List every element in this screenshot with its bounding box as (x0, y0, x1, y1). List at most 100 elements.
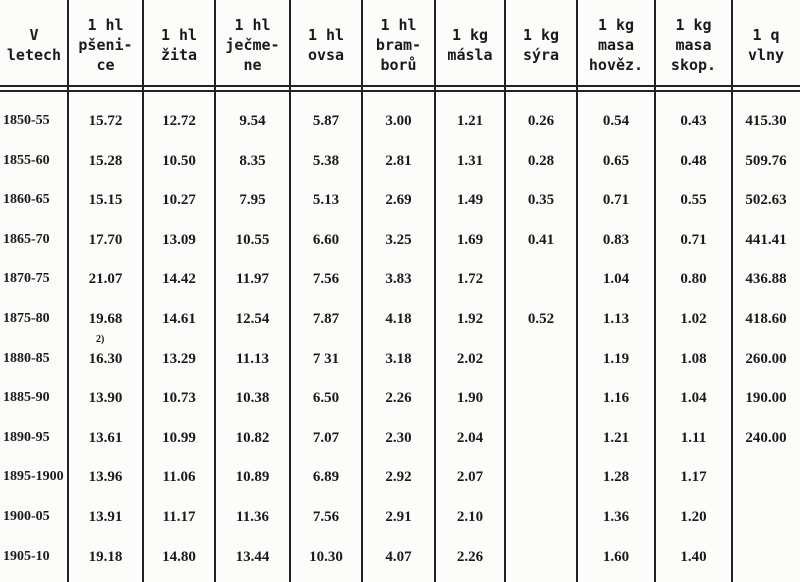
header-line: ne (243, 56, 262, 74)
table-cell: 10.82 (235, 429, 270, 446)
table-cell: 1.02 (680, 311, 707, 327)
table-cell: 10.27 (162, 192, 196, 209)
table-cell: 6.60 (312, 231, 340, 248)
table-cell: 7.07 (312, 429, 340, 446)
row-label: 1850-55 (3, 113, 50, 128)
table-cell: 3.83 (385, 271, 412, 288)
table-cell: 10.73 (162, 390, 196, 407)
column-rule (576, 0, 578, 582)
column-header: 1 hl pšeni-ce (68, 6, 143, 84)
header-line: 1 hl (380, 16, 417, 34)
header-rule (0, 90, 800, 92)
header-line: 1 kg (451, 26, 489, 44)
row-label: 1870-75 (3, 271, 50, 287)
header-line: 1 kg (522, 26, 560, 44)
row-label: 1890-95 (3, 429, 50, 445)
table-cell: 15.15 (88, 192, 123, 209)
table-cell: 10.55 (235, 231, 270, 248)
table-cell: 13.61 (88, 429, 123, 446)
table-cell: 4.18 (385, 311, 412, 327)
header-line: masa (597, 36, 635, 54)
table-cell: 13.44 (235, 548, 270, 565)
header-line: letech (6, 46, 62, 64)
column-rule (434, 0, 436, 582)
row-label: 1885-90 (3, 390, 50, 406)
header-line: vlny (747, 46, 785, 64)
table-cell: 2.26 (385, 390, 412, 407)
table-cell: 0.80 (680, 271, 707, 288)
column-rule (504, 0, 506, 582)
table-cell: 13.90 (88, 390, 123, 407)
table-cell: 1.21 (456, 113, 484, 129)
header-line: žita (160, 46, 198, 64)
table-cell: 6.89 (312, 469, 340, 486)
table-cell: 7 31 (312, 350, 340, 367)
table-cell: 5.87 (312, 113, 340, 129)
header-line: 1 hl (87, 16, 124, 34)
table-cell: 12.72 (162, 113, 196, 129)
table-cell: 7.87 (312, 311, 340, 327)
header-line: 1 hl (234, 16, 271, 34)
header-line: 1 hl (307, 26, 345, 44)
table-cell: 0.83 (602, 231, 630, 248)
table-cell: 2.26 (456, 548, 484, 565)
table-cell: 1.49 (456, 192, 484, 209)
row-label: 1905-10 (3, 548, 50, 564)
table-cell: 1.28 (602, 469, 630, 486)
table-cell: 0.71 (680, 231, 707, 248)
table-cell: 9.54 (239, 113, 266, 129)
header-line: borů (380, 56, 417, 74)
table-cell: 14.61 (162, 311, 196, 327)
column-rule (142, 0, 144, 582)
column-rule (361, 0, 363, 582)
table-cell: 0.28 (527, 152, 555, 169)
table-cell: 260.00 (745, 350, 787, 367)
table-cell: 0.65 (602, 152, 630, 169)
table-cell: 13.29 (162, 350, 196, 367)
footnote-mark: 2) (96, 333, 105, 345)
column-header: 1 kg sýra (505, 6, 577, 84)
table-cell: 1.90 (456, 390, 484, 407)
table-cell: 3.18 (385, 350, 412, 367)
table-cell: 2.02 (456, 350, 484, 367)
table-cell: 2.91 (385, 509, 412, 525)
table-cell: 2.07 (456, 469, 484, 486)
header-line: 1 q (752, 26, 780, 44)
table-cell: 2.69 (385, 192, 412, 209)
table-cell: 1.21 (602, 429, 630, 446)
table-cell: 509.76 (745, 152, 787, 169)
table-cell: 1.69 (456, 231, 484, 248)
table-cell: 15.72 (88, 113, 123, 129)
table-cell: 190.00 (745, 390, 787, 407)
table-cell: 0.52 (527, 311, 555, 327)
column-rule (654, 0, 656, 582)
row-label: 1860-65 (3, 192, 50, 208)
table-cell: 10.30 (309, 548, 343, 565)
table-cell: 13.91 (88, 509, 123, 525)
header-line: 1 kg (675, 16, 712, 34)
table-cell: 2.92 (385, 469, 412, 486)
table-cell: 14.80 (162, 548, 196, 565)
header-line: pšeni- (78, 36, 133, 54)
table-cell: 10.89 (235, 469, 270, 486)
table-cell: 7.56 (312, 271, 340, 288)
column-header: 1 hl bram-borů (362, 6, 435, 84)
table-cell: 0.35 (527, 192, 555, 209)
header-line: bram- (375, 36, 422, 54)
row-label: 1880-85 (3, 350, 50, 366)
table-cell: 0.26 (527, 113, 555, 129)
table-cell: 13.09 (162, 231, 196, 248)
table-cell: 2.10 (456, 509, 484, 525)
table-cell: 12.54 (235, 311, 270, 327)
table-cell: 19.68 (88, 311, 123, 327)
table-cell: 10.38 (235, 390, 270, 407)
table-cell: 1.13 (602, 311, 630, 327)
table-cell: 2.04 (456, 429, 484, 446)
column-header: 1 q vlny (732, 6, 800, 84)
table-cell: 1.17 (680, 469, 707, 486)
table-cell: 1.31 (456, 152, 484, 169)
table-cell: 1.92 (456, 311, 484, 327)
table-cell: 2.30 (385, 429, 412, 446)
table-cell: 7.95 (239, 192, 266, 209)
